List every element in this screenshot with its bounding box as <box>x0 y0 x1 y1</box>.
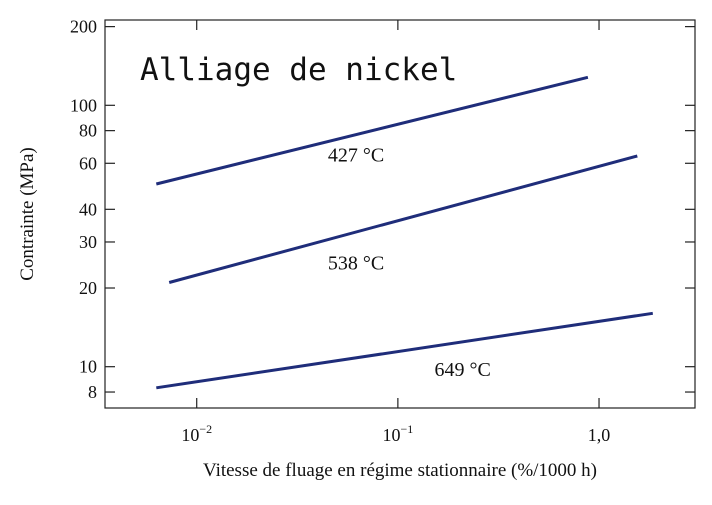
series-label: 427 °C <box>328 144 384 166</box>
series-label: 649 °C <box>435 359 491 381</box>
x-tick-exponent: −1 <box>400 422 413 436</box>
chart-title: Alliage de nickel <box>140 52 457 88</box>
y-tick-label: 200 <box>70 17 97 37</box>
y-tick-label: 10 <box>79 357 97 377</box>
y-tick-label: 100 <box>70 95 97 115</box>
y-tick-label: 30 <box>79 232 97 252</box>
y-tick-label: 20 <box>79 278 97 298</box>
y-tick-label: 80 <box>79 121 97 141</box>
x-tick-label: 1,0 <box>588 425 611 445</box>
y-tick-label: 60 <box>79 153 97 173</box>
y-axis-label: Contrainte (MPa) <box>17 147 38 281</box>
x-tick-base: 10 <box>181 425 199 445</box>
x-axis-label: Vitesse de fluage en régime stationnaire… <box>203 460 597 481</box>
series-labels: 427 °C 538 °C 649 °C <box>328 144 491 381</box>
series-line <box>169 156 637 283</box>
x-tick-label: 10−2 <box>181 422 212 445</box>
series-line <box>156 313 653 388</box>
series-label: 538 °C <box>328 253 384 275</box>
x-tick-base: 10 <box>382 425 400 445</box>
y-tick-label: 8 <box>88 382 97 402</box>
x-tick-exponent: −2 <box>199 422 212 436</box>
series-lines <box>156 77 653 388</box>
y-tick-label: 40 <box>79 199 97 219</box>
x-tick-label: 10−1 <box>382 422 413 445</box>
series-line <box>156 77 588 184</box>
